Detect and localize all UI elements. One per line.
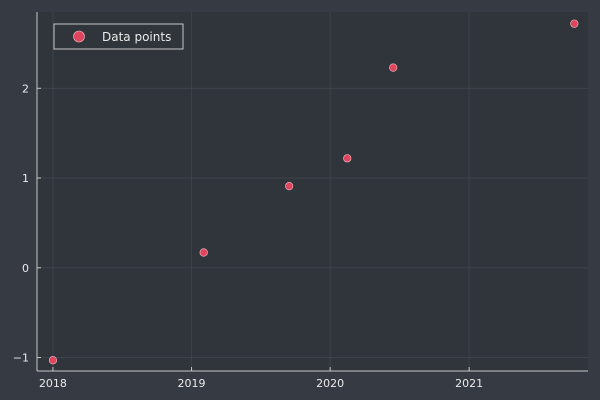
grid (37, 12, 588, 371)
y-tick-label: 1 (22, 172, 29, 185)
y-tick-label: 0 (22, 262, 29, 275)
x-tick-label: 2019 (178, 377, 206, 390)
data-point (389, 63, 398, 72)
tick-labels: 2018 2019 2020 2021 −1 0 1 2 (13, 82, 483, 390)
y-tick-label: 2 (22, 82, 29, 95)
data-point (285, 182, 294, 191)
data-point (48, 356, 58, 365)
data-point (570, 19, 579, 28)
x-tick-label: 2018 (39, 377, 67, 390)
legend-marker (73, 30, 85, 43)
x-tick-label: 2020 (316, 377, 344, 390)
y-tick-label: −1 (13, 352, 29, 365)
legend-label: Data points (102, 30, 171, 44)
x-tick-label: 2021 (455, 377, 483, 390)
plot-area (37, 12, 588, 371)
data-point (199, 248, 208, 257)
legend: Data points (53, 23, 184, 50)
data-points (48, 19, 579, 365)
axes (36, 12, 588, 372)
data-point (343, 154, 352, 163)
